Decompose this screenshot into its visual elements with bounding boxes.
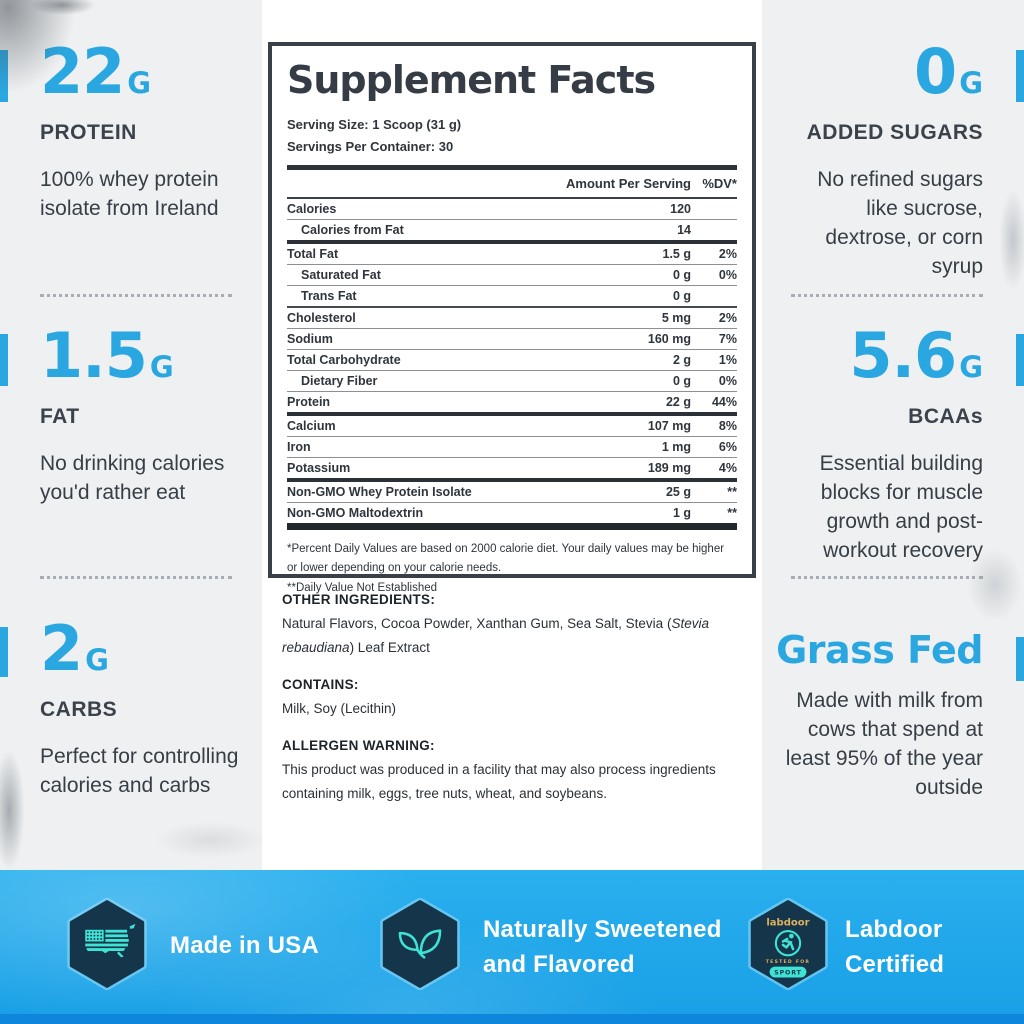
ingredients-section: OTHER INGREDIENTS: Natural Flavors, Coco… <box>282 592 742 806</box>
table-top-bar <box>287 165 737 170</box>
other-ingredients-body: Natural Flavors, Cocoa Powder, Xanthan G… <box>282 616 709 655</box>
serving-size: Serving Size: 1 Scoop (31 g) <box>287 117 462 132</box>
bcaas-description: Essential building blocks for muscle gro… <box>819 452 983 562</box>
nutrition-row: Calcium 107 mg 8% <box>287 416 737 437</box>
nutrition-row: Potassium 189 mg 4% <box>287 458 737 482</box>
center-column: Supplement Facts Serving Size: 1 Scoop (… <box>262 0 762 870</box>
nutrition-row: Trans Fat 0 g <box>287 286 737 308</box>
nutrition-table-body: Calories 120 Calories from Fat 14 Total Fat 1… <box>287 199 737 530</box>
contains-body: Milk, Soy (Lecithin) <box>282 701 397 716</box>
labdoor-sport-badge-icon: labdoor TESTED FOR SPORT <box>746 897 830 995</box>
protein-stat: 22 G PROTEIN 100% whey protein isolate fr… <box>40 35 245 223</box>
nutrition-row: Iron 1 mg 6% <box>287 437 737 458</box>
nutrition-row: Total Fat 1.5 g 2% <box>287 244 737 265</box>
nutrition-row: Dietary Fiber 0 g 0% <box>287 371 737 392</box>
nutrition-row: Calories from Fat 14 <box>287 220 737 244</box>
nutrition-row: Protein 22 g 44% <box>287 392 737 416</box>
grass-fed-accent-bar <box>1016 637 1024 681</box>
left-divider-2 <box>40 576 232 582</box>
carbs-accent-bar <box>0 627 8 677</box>
leaves-icon <box>378 897 462 995</box>
nutrition-row: Sodium 160 mg 7% <box>287 329 737 350</box>
fat-amount: 1.5 G <box>40 319 174 392</box>
carbs-label: CARBS <box>40 698 118 721</box>
nutrition-row: Calories 120 <box>287 199 737 220</box>
panel-title: Supplement Facts <box>287 58 656 102</box>
grass-fed-heading: Grass Fed <box>776 628 983 672</box>
nutrition-row: Non-GMO Maltodextrin 1 g ** <box>287 503 737 530</box>
left-divider-1 <box>40 294 232 300</box>
fat-label: FAT <box>40 405 80 428</box>
made-in-usa-label: Made in USA <box>170 932 319 959</box>
nutrition-table-header: Amount Per Serving %DV* <box>287 170 737 199</box>
protein-description: 100% whey protein isolate from Ireland <box>40 168 219 220</box>
bcaas-amount: 5.6 G <box>849 319 983 392</box>
stevia-latin-name: Stevia rebaudiana <box>282 616 709 655</box>
added-sugars-accent-bar <box>1016 50 1024 102</box>
fat-stat: 1.5 G FAT No drinking calories you'd rath… <box>40 319 245 507</box>
left-column: 22 G PROTEIN 100% whey protein isolate fr… <box>0 0 262 870</box>
nutrition-row: Saturated Fat 0 g 0% <box>287 265 737 286</box>
grass-fed-description: Made with milk from cows that spend at l… <box>785 689 983 799</box>
bcaas-accent-bar <box>1016 334 1024 386</box>
fat-description: No drinking calories you'd rather eat <box>40 452 225 504</box>
servings-per-container: Servings Per Container: 30 <box>287 139 454 154</box>
usa-map-flag-icon <box>65 897 149 995</box>
nutrition-row: Cholesterol 5 mg 2% <box>287 308 737 329</box>
dv-column-header: %DV* <box>702 176 737 191</box>
fat-accent-bar <box>0 334 8 386</box>
bcaas-stat: 5.6 G BCAAs Essential building blocks for… <box>783 319 983 565</box>
svg-text:TESTED FOR: TESTED FOR <box>766 959 810 965</box>
other-ingredients-heading: OTHER INGREDIENTS: <box>282 592 436 607</box>
added-sugars-description: No refined sugars like sucrose, dextrose… <box>817 168 983 278</box>
panel-footnotes: *Percent Daily Values are based on 2000 … <box>287 540 737 598</box>
naturally-sweetened-label: Naturally Sweetened and Flavored <box>483 916 722 978</box>
protein-amount: 22 G <box>40 35 152 108</box>
amount-column-header: Amount Per Serving <box>566 176 691 191</box>
footer-band <box>0 870 1024 1024</box>
carbs-description: Perfect for controlling calories and car… <box>40 745 239 797</box>
svg-text:labdoor: labdoor <box>766 918 809 929</box>
supplement-facts-panel: Supplement Facts Serving Size: 1 Scoop (… <box>268 42 756 594</box>
grass-fed-stat: Grass Fed Made with milk from cows that … <box>776 628 983 802</box>
contains-heading: CONTAINS: <box>282 677 359 692</box>
nutrition-row: Non-GMO Whey Protein Isolate 25 g ** <box>287 482 737 503</box>
footnote-not-established: **Daily Value Not Established <box>287 582 438 594</box>
labdoor-certified-label: Labdoor Certified <box>845 916 945 978</box>
protein-accent-bar <box>0 50 8 102</box>
allergen-warning-heading: ALLERGEN WARNING: <box>282 738 435 753</box>
bcaas-label: BCAAs <box>908 405 983 428</box>
right-divider-1 <box>791 294 983 300</box>
added-sugars-label: ADDED SUGARS <box>806 121 983 144</box>
footer-bottom-strip <box>0 1014 1024 1024</box>
svg-text:SPORT: SPORT <box>774 970 801 977</box>
footnote-dv: *Percent Daily Values are based on 2000 … <box>287 543 725 574</box>
right-divider-2 <box>791 576 983 582</box>
protein-label: PROTEIN <box>40 121 137 144</box>
nutrition-row: Total Carbohydrate 2 g 1% <box>287 350 737 371</box>
allergen-warning-body: This product was produced in a facility … <box>282 762 716 801</box>
